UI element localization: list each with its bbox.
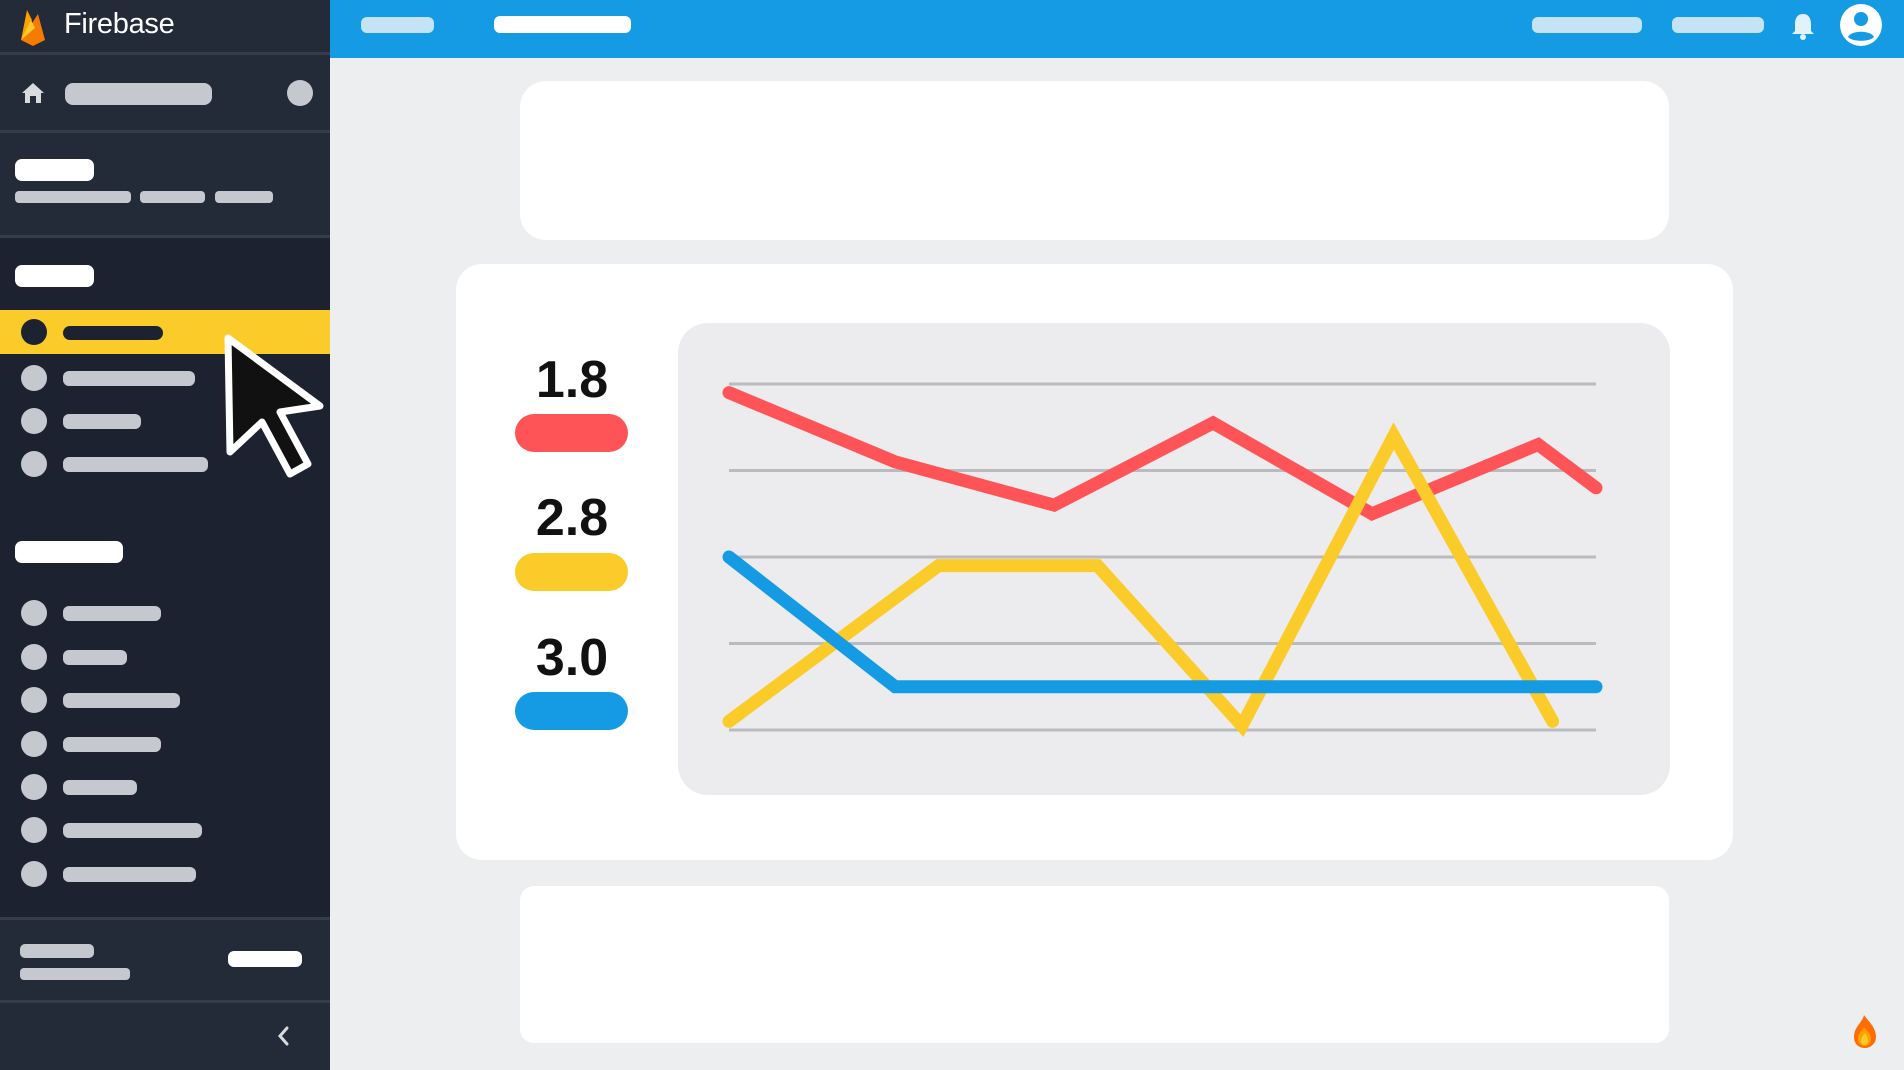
info-card-bottom <box>520 886 1669 1043</box>
breadcrumb-placeholder[interactable] <box>361 17 434 33</box>
nav-label-placeholder <box>63 867 196 882</box>
app-name: Firebase <box>64 8 175 40</box>
sidebar-item-active[interactable] <box>0 310 330 354</box>
nav-label-placeholder <box>63 326 163 340</box>
chevron-left-icon[interactable] <box>274 1023 294 1049</box>
home-icon <box>22 83 44 103</box>
top-app-bar <box>330 0 1904 58</box>
nav-dot-icon <box>21 731 47 757</box>
sidebar-item[interactable] <box>0 399 330 443</box>
sidebar-item[interactable] <box>0 678 330 722</box>
nav-label-placeholder <box>63 780 137 795</box>
nav-label-placeholder <box>63 650 127 665</box>
divider <box>0 917 330 920</box>
sidebar-item[interactable] <box>0 356 330 400</box>
nav-dot-icon <box>21 817 47 843</box>
upgrade-button[interactable] <box>228 951 302 967</box>
firebase-logo-icon <box>21 10 45 46</box>
nav-dot-icon <box>21 861 47 887</box>
account-circle-icon[interactable] <box>1838 2 1884 48</box>
nav-dot-icon <box>21 687 47 713</box>
header-link-placeholder[interactable] <box>1672 17 1764 33</box>
plan-label-placeholder <box>20 944 94 958</box>
project-summary <box>0 133 330 235</box>
project-meta-placeholder <box>215 191 273 203</box>
project-title-placeholder <box>15 159 94 181</box>
project-selector-placeholder[interactable] <box>494 16 631 33</box>
firebase-flame-icon <box>1854 1015 1876 1048</box>
divider <box>0 1000 330 1003</box>
mouse-pointer-icon <box>224 334 324 478</box>
collapse-sidebar-row[interactable] <box>0 1003 330 1070</box>
nav-dot-icon <box>21 319 47 345</box>
header-link-placeholder[interactable] <box>1532 17 1642 33</box>
section-heading-placeholder <box>15 265 94 287</box>
nav-dot-icon <box>21 451 47 477</box>
sidebar-item[interactable] <box>0 852 330 896</box>
nav-dot-icon <box>21 774 47 800</box>
plan-detail-placeholder <box>20 968 130 980</box>
divider <box>0 52 330 55</box>
legend-pill-blue <box>515 692 628 730</box>
sidebar-item[interactable] <box>0 442 330 486</box>
nav-dot-icon <box>21 600 47 626</box>
sidebar-item[interactable] <box>0 591 330 635</box>
nav-dot-icon <box>21 365 47 391</box>
bell-icon[interactable] <box>1789 11 1817 41</box>
brand-header[interactable]: Firebase <box>0 0 330 52</box>
nav-dot-icon <box>21 644 47 670</box>
project-meta-placeholder <box>15 191 131 203</box>
plan-footer <box>0 920 330 1000</box>
sidebar-item[interactable] <box>0 635 330 679</box>
info-card-top <box>520 81 1669 240</box>
divider <box>0 235 330 238</box>
nav-dot-icon <box>21 408 47 434</box>
nav-label-placeholder <box>63 457 208 472</box>
section-heading-placeholder <box>15 541 123 563</box>
nav-label-placeholder <box>63 606 161 621</box>
divider <box>0 130 330 133</box>
nav-label-placeholder <box>63 693 180 708</box>
sidebar-item[interactable] <box>0 765 330 809</box>
legend-pill-yellow <box>515 553 628 591</box>
nav-label-placeholder <box>63 737 161 752</box>
sidebar-item[interactable] <box>0 722 330 766</box>
project-meta-placeholder <box>140 191 205 203</box>
metric-value-blue: 3.0 <box>535 629 609 687</box>
plot-area <box>678 323 1670 795</box>
project-overview-placeholder <box>65 83 212 105</box>
sidebar-item[interactable] <box>0 808 330 852</box>
metric-value-red: 1.8 <box>535 351 609 409</box>
nav-label-placeholder <box>63 823 202 838</box>
nav-label-placeholder <box>63 414 141 429</box>
home-nav-row[interactable] <box>0 55 330 130</box>
metric-value-yellow: 2.8 <box>535 489 609 547</box>
legend-pill-red <box>515 414 628 452</box>
nav-label-placeholder <box>63 371 195 386</box>
sidebar: Firebase <box>0 0 330 1070</box>
settings-dot-icon[interactable] <box>287 80 313 106</box>
